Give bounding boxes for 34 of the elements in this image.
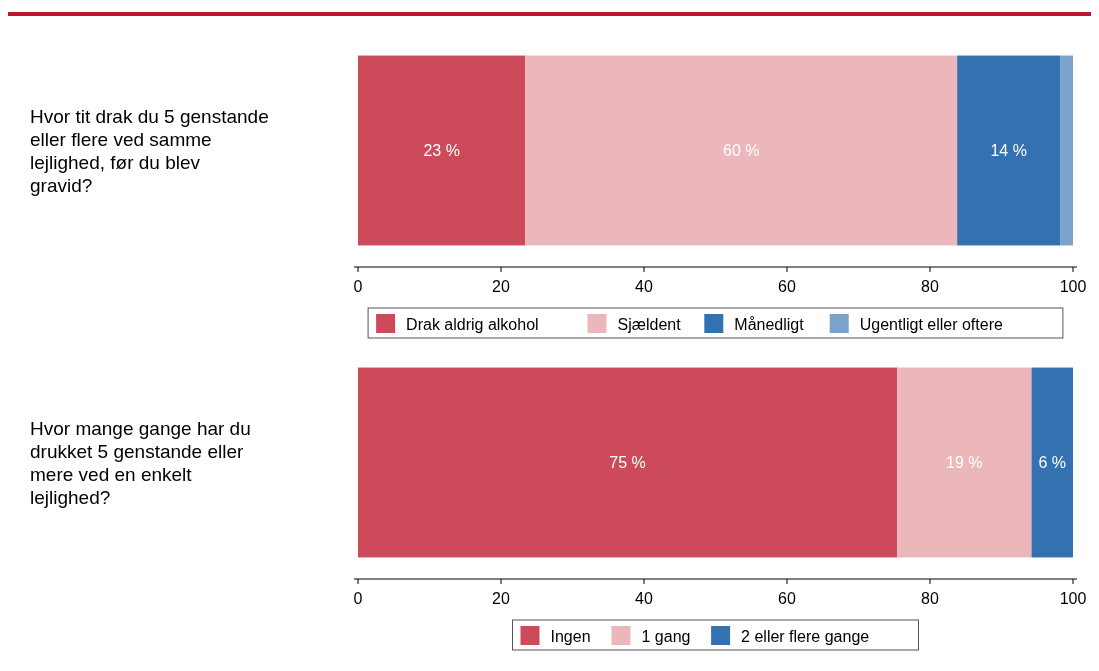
legend-label: Månedligt [734, 315, 805, 333]
data-label: 23 % [423, 142, 460, 160]
y-tick-label: Hvor mange gange har du drukket 5 genstande eller mere ved en enkelt lejlighed? [30, 417, 251, 508]
data-label: 6 % [1038, 454, 1067, 472]
x-tick-label: 100 [1059, 278, 1087, 295]
bar [525, 55, 958, 246]
data-label: 60 % [723, 142, 760, 160]
bar [957, 55, 1061, 246]
x-tick-label: 0 [353, 278, 363, 295]
x-tick-label: 80 [921, 278, 939, 295]
bar [358, 367, 898, 558]
bar [1031, 367, 1073, 558]
y-tick-label: Hvor tit drak du 5 genstande eller flere ved samme lejlighed, før du blev gravid? [30, 105, 269, 196]
bar [358, 55, 526, 246]
legend-label: Ugentligt eller oftere [859, 315, 1003, 333]
data-label: 14 % [990, 142, 1027, 160]
x-tick-label: 60 [778, 278, 796, 295]
x-tick-label: 0 [353, 590, 363, 607]
data-label: 19 % [946, 454, 983, 472]
legend-label: Ingen [550, 627, 591, 645]
x-tick-label: 60 [778, 590, 796, 607]
x-tick-label: 20 [492, 278, 510, 295]
x-tick-label: 40 [635, 278, 653, 295]
bar [897, 367, 1032, 558]
legend-label: Sjældent [617, 315, 682, 333]
x-tick-label: 40 [635, 590, 653, 607]
data-label: 75 % [609, 454, 646, 472]
bar [1060, 55, 1073, 246]
x-tick-label: 20 [492, 590, 510, 607]
legend-label: Drak aldrig alkohol [406, 315, 539, 333]
legend-label: 1 gang [641, 627, 691, 645]
legend-label: 2 eller flere gange [741, 627, 870, 645]
x-tick-label: 80 [921, 590, 939, 607]
x-tick-label: 100 [1059, 590, 1087, 607]
